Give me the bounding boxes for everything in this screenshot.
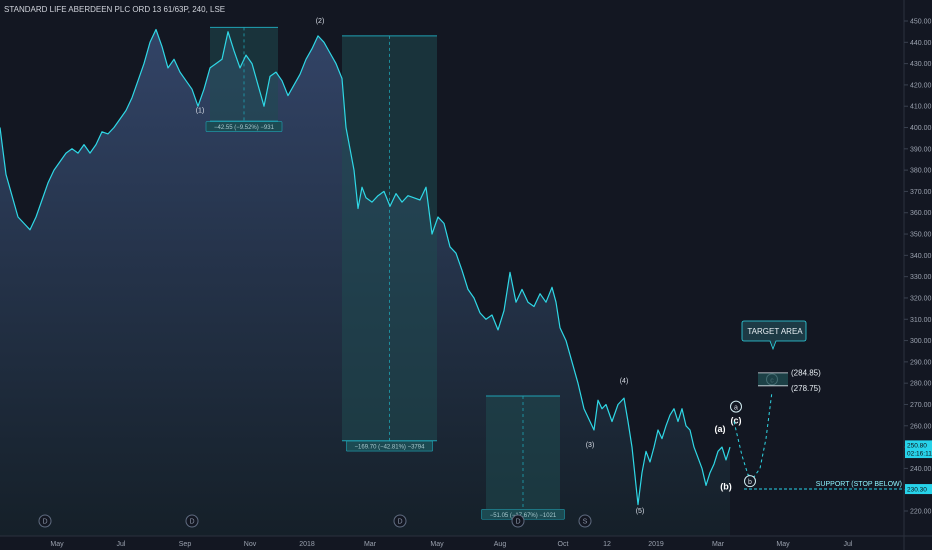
- chart-title: STANDARD LIFE ABERDEEN PLC ORD 13 61/63P…: [4, 5, 225, 14]
- x-tick-label: Oct: [558, 541, 569, 548]
- target-bottom-label: (278.75): [791, 384, 821, 393]
- measure-boxes: −42.55 (−9.52%) −931 −169.70 (−42.81%) −3…: [205, 26, 565, 520]
- y-tick-label: 320.00: [910, 295, 932, 302]
- price-tag: [905, 484, 932, 495]
- y-tick-label: 450.00: [910, 19, 932, 26]
- price-line: [0, 28, 731, 506]
- measure-label: −169.70 (−42.81%) −3794: [355, 445, 426, 451]
- support-label: SUPPORT (STOP BELOW): [816, 481, 902, 488]
- y-tick-label: 280.00: [910, 381, 932, 388]
- event-marker-circle: [185, 514, 199, 528]
- price-tag: [905, 440, 932, 451]
- wave-label: (4): [620, 378, 629, 385]
- price-tag: [905, 448, 932, 459]
- y-tick-label: 360.00: [910, 210, 932, 217]
- x-tick-label: Aug: [494, 541, 507, 548]
- y-tick-label: 330.00: [910, 274, 932, 281]
- wave-circle-label: a: [734, 405, 738, 412]
- x-tick-label: 2018: [299, 541, 315, 548]
- y-tick-label: 440.00: [910, 40, 932, 47]
- wave-circle: [744, 475, 756, 488]
- y-tick-label: 420.00: [910, 82, 932, 89]
- y-tick-label: 370.00: [910, 189, 932, 196]
- x-tick-label: May: [776, 541, 790, 548]
- event-marker-circle: [578, 514, 592, 528]
- x-tick-label: Jul: [844, 541, 853, 548]
- wave-circle: [730, 400, 742, 413]
- x-tick-label: May: [50, 541, 64, 548]
- event-marker-label: D: [42, 519, 47, 526]
- x-tick-label: Nov: [244, 541, 257, 548]
- y-tick-label: 260.00: [910, 423, 932, 430]
- y-tick-label: 290.00: [910, 359, 932, 366]
- wave-label: (b): [720, 482, 732, 492]
- y-tick-label: 300.00: [910, 338, 932, 345]
- wave-label: (5): [636, 508, 645, 515]
- y-tick-label: 380.00: [910, 168, 932, 175]
- price-tag-label: 230.30: [907, 486, 927, 493]
- event-marker-circle: [511, 514, 525, 528]
- x-tick-label: 2019: [648, 541, 664, 548]
- x-tick-label: Mar: [364, 541, 377, 548]
- target-callout: [741, 320, 807, 351]
- y-tick-label: 430.00: [910, 61, 932, 68]
- y-tick-label: 410.00: [910, 104, 932, 111]
- x-tick-label: May: [430, 541, 444, 548]
- wave-label: (c): [731, 416, 742, 426]
- event-marker-circle: [393, 514, 407, 528]
- x-tick-label: Sep: [179, 541, 192, 548]
- event-marker-label: D: [515, 519, 520, 526]
- y-tick-label: 350.00: [910, 232, 932, 239]
- event-marker-label: S: [583, 519, 588, 526]
- wave-label: (a): [715, 424, 726, 434]
- wave-label: (1): [196, 108, 205, 115]
- price-tag-label: 250.80: [907, 443, 927, 450]
- y-tick-label: 400.00: [910, 125, 932, 132]
- wave-circle-label: b: [748, 479, 752, 486]
- target-zone: [758, 372, 788, 386]
- price-line-path: [0, 28, 731, 506]
- y-tick-label: 310.00: [910, 317, 932, 324]
- y-tick-label: 270.00: [910, 402, 932, 409]
- target-callout-label: TARGET AREA: [747, 327, 803, 336]
- measure-label: −42.55 (−9.52%) −931: [214, 125, 275, 131]
- wave-label: (2): [316, 18, 325, 25]
- y-tick-label: 240.00: [910, 466, 932, 473]
- target-top-label: (284.85): [791, 368, 821, 377]
- support-line: SUPPORT (STOP BELOW): [744, 481, 904, 490]
- event-marker-circle: [38, 514, 52, 528]
- measure-label: −51.05 (−17.67%) −1021: [490, 513, 557, 519]
- x-axis[interactable]: May Jul Sep Nov 2018 Mar May Aug Oct 12 2019 Mar May…: [50, 541, 853, 548]
- measure-label-bg: [346, 440, 433, 452]
- y-tick-label: 340.00: [910, 253, 932, 260]
- target-area: (284.85) (278.75) TARGET AREA: [741, 320, 821, 393]
- x-tick-label: 12: [603, 541, 611, 548]
- measure-label-bg: [205, 121, 283, 132]
- y-tick-label: 390.00: [910, 146, 932, 153]
- x-tick-label: Jul: [117, 541, 126, 548]
- wave-label: (3): [586, 442, 595, 449]
- price-tag-label: 02:16:11: [907, 450, 932, 457]
- event-marker-label: D: [397, 519, 402, 526]
- x-tick-label: Mar: [712, 541, 725, 548]
- event-marker-label: D: [189, 519, 194, 526]
- y-tick-label: 220.00: [910, 509, 932, 516]
